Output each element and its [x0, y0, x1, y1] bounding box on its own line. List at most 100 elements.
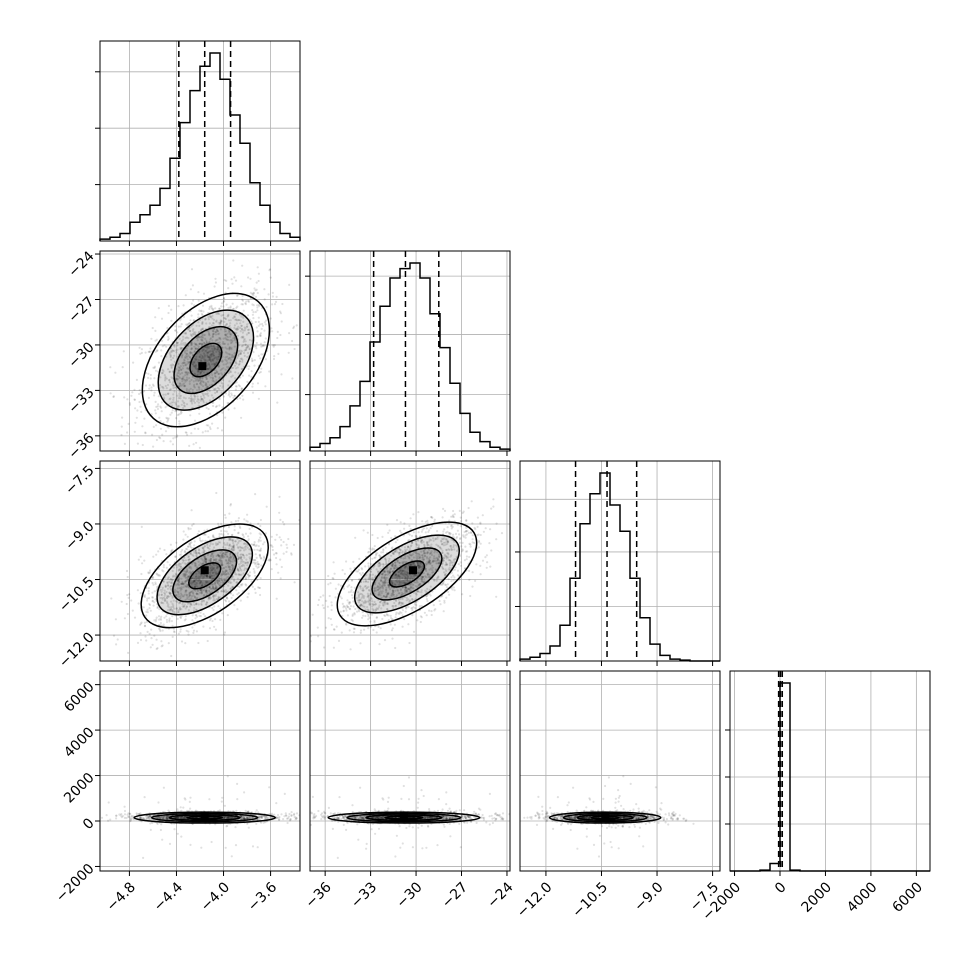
sample-point — [212, 583, 215, 586]
sample-point — [247, 299, 250, 302]
sample-point — [186, 602, 189, 605]
sample-point — [384, 595, 387, 598]
contour-level — [353, 534, 460, 614]
sample-point — [395, 599, 398, 603]
sample-point — [244, 577, 247, 581]
sample-point — [240, 357, 243, 360]
sample-point — [219, 322, 222, 325]
sample-point — [204, 583, 207, 586]
sample-point — [149, 377, 152, 380]
sample-point — [269, 317, 272, 320]
sample-point — [211, 376, 214, 379]
sample-point — [451, 564, 454, 567]
sample-point — [416, 564, 419, 567]
sample-point — [249, 532, 252, 535]
sample-point — [115, 643, 118, 646]
sample-point — [172, 437, 175, 440]
sample-point — [197, 579, 200, 583]
sample-point — [391, 618, 394, 621]
sample-point — [197, 575, 200, 578]
sample-point — [361, 600, 364, 603]
sample-point — [224, 333, 227, 336]
sample-point — [212, 597, 215, 600]
sample-point — [436, 535, 439, 539]
sample-point — [371, 547, 374, 550]
sample-point — [183, 574, 187, 577]
sample-point — [214, 363, 217, 366]
sample-point — [394, 550, 397, 553]
sample-point — [205, 559, 208, 562]
sample-point — [158, 567, 161, 570]
sample-point — [345, 560, 348, 563]
sample-point — [156, 585, 159, 588]
sample-point — [166, 577, 169, 580]
sample-point — [197, 336, 200, 339]
sample-point — [426, 543, 429, 546]
sample-point — [205, 561, 208, 564]
sample-point — [186, 362, 189, 365]
sample-point — [373, 548, 376, 551]
sample-point — [401, 603, 404, 606]
sample-point — [230, 348, 233, 351]
sample-point — [182, 559, 185, 562]
sample-point — [459, 525, 462, 528]
sample-point — [229, 581, 232, 585]
sample-point — [232, 259, 235, 262]
sample-point — [361, 589, 364, 592]
sample-point — [388, 571, 391, 574]
sample-point — [248, 347, 251, 350]
sample-point — [207, 424, 210, 427]
sample-point — [400, 531, 403, 534]
sample-point — [419, 540, 422, 544]
sample-point — [233, 352, 236, 355]
sample-point — [401, 573, 404, 576]
sample-point — [223, 579, 226, 583]
sample-point — [183, 574, 186, 577]
sample-point — [271, 330, 274, 333]
sample-point — [438, 561, 441, 565]
sample-point — [349, 567, 352, 570]
sample-point — [404, 557, 407, 560]
sample-point — [380, 596, 383, 600]
sample-point — [196, 400, 199, 403]
sample-point — [195, 581, 198, 584]
sample-point — [375, 586, 378, 589]
sample-point — [248, 552, 251, 556]
sample-point — [257, 586, 260, 589]
sample-point — [191, 402, 194, 405]
sample-point — [259, 536, 262, 539]
sample-point — [154, 339, 157, 342]
sample-point — [371, 548, 374, 551]
sample-point — [375, 608, 378, 611]
sample-point — [391, 562, 394, 565]
sample-point — [209, 337, 212, 340]
sample-point — [441, 549, 444, 552]
sample-point — [154, 581, 157, 584]
sample-point — [212, 350, 215, 354]
sample-point — [162, 623, 165, 626]
sample-point — [199, 575, 203, 578]
sample-point — [388, 570, 391, 574]
sample-point — [393, 565, 396, 568]
sample-point — [131, 391, 134, 394]
sample-point — [170, 350, 173, 353]
sample-point — [329, 582, 332, 585]
sample-point — [268, 558, 271, 561]
sample-point — [154, 369, 158, 372]
sample-point — [185, 629, 188, 632]
sample-point — [224, 551, 227, 554]
sample-point — [408, 587, 412, 590]
sample-point — [428, 562, 431, 565]
sample-point — [406, 578, 409, 581]
sample-point — [379, 567, 382, 571]
sample-point — [182, 361, 185, 364]
sample-point — [219, 557, 223, 560]
sample-point — [278, 495, 281, 498]
sample-point — [184, 580, 187, 583]
sample-point — [476, 525, 479, 529]
sample-point — [191, 376, 194, 379]
sample-point — [454, 532, 458, 536]
sample-point — [172, 384, 175, 387]
sample-point — [225, 569, 228, 572]
sample-point — [190, 395, 193, 398]
